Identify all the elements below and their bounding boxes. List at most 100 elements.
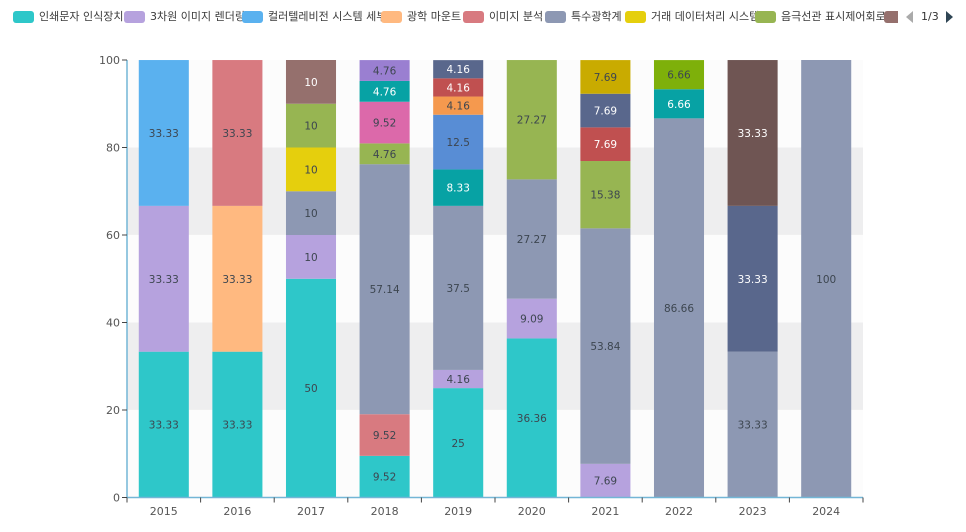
legend-item-8[interactable] [884,10,898,24]
bar-segment[interactable] [580,60,631,94]
bar-segment[interactable] [285,278,337,498]
bar-segment[interactable] [506,338,557,498]
bar-label: 10 [304,164,317,176]
bar-series-16 [580,60,631,94]
bar-segment[interactable] [433,96,484,115]
bar-series-10 [359,80,705,206]
bar-segment[interactable] [653,89,705,119]
bar-segment[interactable] [727,60,778,206]
bar-label: 33.33 [738,128,768,140]
legend-item-6[interactable]: 거래 데이터처리 시스템 [625,10,759,24]
bar-label: 9.09 [520,314,543,326]
bar-segment[interactable] [653,118,705,498]
legend-swatch-icon [463,11,484,23]
bar-segment[interactable] [506,179,557,299]
y-axis: 0 20 40 60 80 100 [99,54,127,505]
bar-segment[interactable] [580,127,631,162]
bar-label: 57.14 [370,284,400,296]
bar-series-13 [433,96,484,115]
legend-item-3[interactable]: 광학 마운트 [381,10,461,24]
bar-segment[interactable] [506,60,557,180]
bar-label: 33.33 [738,420,768,432]
x-axis-ticks [126,497,864,503]
bar-label: 4.16 [447,101,471,113]
bar-segment[interactable] [727,205,778,352]
bar-segment[interactable] [212,60,263,206]
bar-segment[interactable] [212,351,263,498]
bar-segment[interactable] [506,298,557,339]
legend-label: 인쇄문자 인식장치 [39,10,124,23]
bar-label: 9.52 [373,472,396,484]
bar-segment[interactable] [580,463,631,498]
bar-segment[interactable] [433,114,484,170]
bar-segment[interactable] [433,205,484,370]
legend-label: 이미지 분석 [489,10,544,23]
bar-segment[interactable] [138,205,189,352]
bar-label: 33.33 [222,420,252,432]
x-tick-label: 2020 [518,505,546,518]
bar-segment[interactable] [580,161,631,229]
bar-segment[interactable] [359,143,410,165]
legend-item-4[interactable]: 이미지 분석 [463,10,543,24]
bar-segment[interactable] [433,169,484,206]
x-tick-label: 2021 [591,505,619,518]
bar-segment[interactable] [580,93,631,128]
legend-item-2[interactable]: 컬러텔레비전 시스템 세부 [242,10,386,24]
bar-segment[interactable] [727,351,778,498]
legend-item-1[interactable]: 3차원 이미지 렌더링 [124,10,245,24]
bar-segment[interactable] [285,147,337,192]
legend-next-page-icon[interactable] [946,11,953,23]
legend-swatch-icon [124,11,145,23]
y-tick-label: 20 [106,404,120,417]
bar-series-6 [285,147,337,192]
x-axis: 2015 2016 2017 2018 2019 2020 2021 2022 … [150,505,840,518]
bar-segment[interactable] [801,60,852,498]
legend-item-5[interactable]: 특수광학계 [545,10,622,24]
bar-label: 33.33 [222,274,252,286]
bar-label: 37.5 [447,283,470,295]
bar-segment[interactable] [285,191,337,235]
y-tick-label: 80 [106,142,120,155]
legend-prev-page-icon[interactable] [906,11,913,23]
bar-label: 27.27 [517,234,547,246]
bar-segment[interactable] [285,60,337,104]
bar-series-17 [653,60,705,90]
bar-label: 10 [304,252,317,264]
bar-segment[interactable] [433,78,484,97]
legend-item-7[interactable]: 음극선관 표시제어회로 [755,10,886,24]
bar-segment[interactable] [580,228,631,464]
bar-segment[interactable] [653,60,705,90]
bar-label: 33.33 [738,274,768,286]
bar-label: 86.66 [664,303,694,315]
bar-segment[interactable] [359,60,410,81]
bar-label: 4.16 [447,374,471,386]
bar-segment[interactable] [433,388,484,498]
bar-label: 6.66 [667,99,691,111]
bar-series-7 [285,60,631,229]
bar-segment[interactable] [359,414,410,456]
bar-segment[interactable] [359,455,410,498]
legend-swatch-icon [13,11,34,23]
bar-segment[interactable] [359,164,410,415]
bar-segment[interactable] [138,351,189,498]
bar-segment[interactable] [359,101,410,144]
legend-label: 3차원 이미지 렌더링 [150,10,245,23]
bar-segment[interactable] [285,103,337,148]
bar-segment[interactable] [212,205,263,352]
bar-segment[interactable] [285,235,337,279]
bar-segment[interactable] [433,60,484,79]
bar-segment[interactable] [359,80,410,102]
bar-label: 10 [304,208,317,220]
bar-label: 53.84 [590,341,620,353]
x-tick-label: 2019 [444,505,472,518]
legend-label: 특수광학계 [571,10,622,23]
bar-segment[interactable] [433,369,484,389]
bar-segment[interactable] [138,60,189,206]
x-tick-label: 2023 [739,505,767,518]
bar-label: 7.69 [594,476,617,488]
legend-item-0[interactable]: 인쇄문자 인식장치 [13,10,123,24]
legend-swatch-icon [884,11,898,23]
legend-swatch-icon [625,11,646,23]
y-tick-label: 60 [106,229,120,242]
